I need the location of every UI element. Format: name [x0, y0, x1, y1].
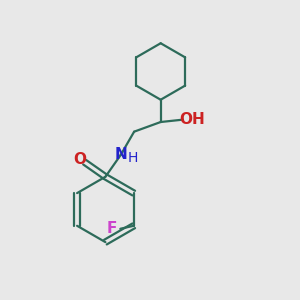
Text: OH: OH: [179, 112, 205, 127]
Text: H: H: [128, 151, 138, 165]
Text: N: N: [114, 147, 127, 162]
Text: O: O: [73, 152, 86, 167]
Text: F: F: [107, 221, 117, 236]
